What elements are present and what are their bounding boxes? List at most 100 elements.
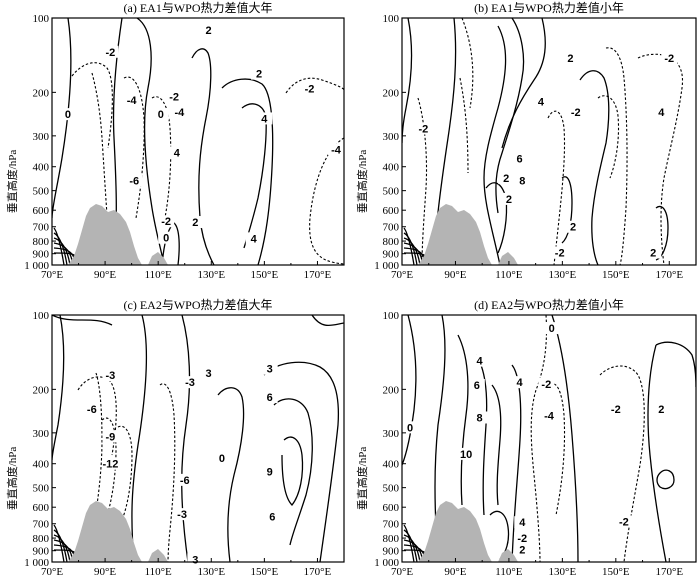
contour-label: 0 [163, 233, 169, 245]
contour-label: 8 [519, 176, 525, 188]
contour-line [501, 18, 546, 149]
contour-line [491, 384, 502, 506]
contour-label: 9 [267, 466, 273, 478]
contour-line [551, 315, 579, 562]
contour-line [52, 315, 65, 461]
plot-area [52, 315, 344, 562]
contour-label: -3 [185, 377, 195, 389]
contour-line [457, 334, 469, 506]
panel-title: (c) EA2与WPO热力差值大年 [124, 297, 273, 312]
contour-line [52, 315, 113, 326]
x-tick-label: 170°E [655, 566, 683, 578]
y-tick-label: 800 [383, 236, 400, 248]
plot-frame [51, 314, 345, 563]
y-tick-label: 1 000 [374, 260, 399, 272]
plot-frame [401, 314, 697, 563]
contour-line [273, 398, 313, 546]
negative-contour-line [597, 95, 620, 179]
negative-contour-line [599, 365, 645, 562]
negative-contour-line [605, 47, 628, 265]
contour-label: -2 [169, 92, 179, 104]
contour-label: 6 [474, 380, 480, 392]
terrain-mask [68, 501, 142, 562]
plot-frame [51, 17, 345, 266]
x-tick-label: 90°E [444, 269, 466, 281]
contour-label: 2 [570, 222, 576, 234]
contour-line [311, 315, 344, 327]
negative-contour-line [417, 97, 428, 265]
y-tick-label: 1 000 [374, 557, 399, 569]
contour-label: -2 [611, 404, 621, 416]
y-tick-label: 700 [33, 519, 50, 531]
contour-label: -6 [129, 176, 139, 188]
contour-label: -2 [571, 107, 581, 119]
panel-title: (a) EA1与WPO热力差值大年 [124, 0, 273, 15]
negative-contour-line [309, 137, 344, 265]
contour-label: -9 [106, 431, 116, 443]
y-tick-label: 400 [33, 162, 50, 174]
panel-c: -3 -3 3 3 -6 6 -9 -12 0 -6 9 -3 6 3 (c) EA2与WPO热力差值大年 7… [5, 297, 345, 578]
panel-title: (d) EA2与WPO热力差值小年 [474, 297, 624, 312]
y-tick-label: 100 [383, 13, 400, 25]
y-tick-label: 500 [33, 483, 50, 495]
contour-line [402, 315, 417, 466]
y-tick-label: 700 [383, 519, 400, 531]
contour-label: 6 [267, 392, 273, 404]
y-axis-label: 垂直高度/hPa [5, 447, 19, 511]
contour-label: 2 [506, 194, 512, 206]
contour-line [656, 469, 675, 490]
contour-label: 0 [407, 422, 413, 434]
contour-label: -3 [177, 509, 187, 521]
y-tick-label: 600 [383, 205, 400, 217]
contour-label: 6 [517, 153, 523, 165]
y-tick-label: 600 [33, 205, 50, 217]
y-tick-label: 200 [33, 384, 50, 396]
negative-contour-line [159, 383, 176, 562]
y-tick-label: 400 [33, 459, 50, 471]
contour-line [561, 176, 573, 244]
contour-label: 4 [517, 377, 524, 389]
plot-frame [401, 17, 697, 266]
contour-label: -2 [305, 84, 315, 96]
y-tick-label: 400 [383, 459, 400, 471]
contour-label: 0 [549, 323, 555, 335]
x-tick-label: 70°E [391, 269, 413, 281]
contour-label: 2 [519, 544, 525, 556]
negative-contour-line [93, 372, 103, 526]
negative-contour-line [285, 77, 344, 94]
contour-label: 4 [174, 147, 181, 159]
x-tick-label: 170°E [655, 269, 683, 281]
y-tick-label: 300 [383, 428, 400, 440]
y-tick-label: 300 [33, 428, 50, 440]
contour-label: 2 [192, 217, 198, 229]
y-tick-label: 500 [383, 186, 400, 198]
contour-label: -3 [106, 370, 116, 382]
negative-contour-line [530, 315, 548, 562]
x-tick-label: 70°E [41, 566, 63, 578]
contour-line [435, 18, 457, 234]
negative-contour-line [151, 96, 172, 224]
x-tick-label: 130°E [549, 566, 577, 578]
y-tick-label: 900 [33, 546, 50, 558]
x-tick-label: 150°E [251, 269, 279, 281]
y-tick-label: 100 [33, 310, 50, 322]
contour-label: 2 [567, 53, 573, 65]
y-tick-label: 600 [383, 502, 400, 514]
x-tick-label: 110°E [145, 269, 172, 281]
contour-label: 3 [206, 368, 212, 380]
terrain-mask [418, 204, 492, 265]
y-tick-label: 200 [383, 384, 400, 396]
y-tick-label: 700 [33, 222, 50, 234]
contour-label: 3 [192, 554, 198, 566]
x-tick-label: 130°E [197, 269, 225, 281]
contour-label: -4 [544, 410, 555, 422]
contour-label: 4 [538, 97, 545, 109]
x-tick-label: 90°E [444, 566, 466, 578]
y-tick-label: 300 [383, 131, 400, 143]
y-tick-label: 900 [383, 546, 400, 558]
y-tick-label: 600 [33, 502, 50, 514]
contour-line [181, 315, 191, 562]
